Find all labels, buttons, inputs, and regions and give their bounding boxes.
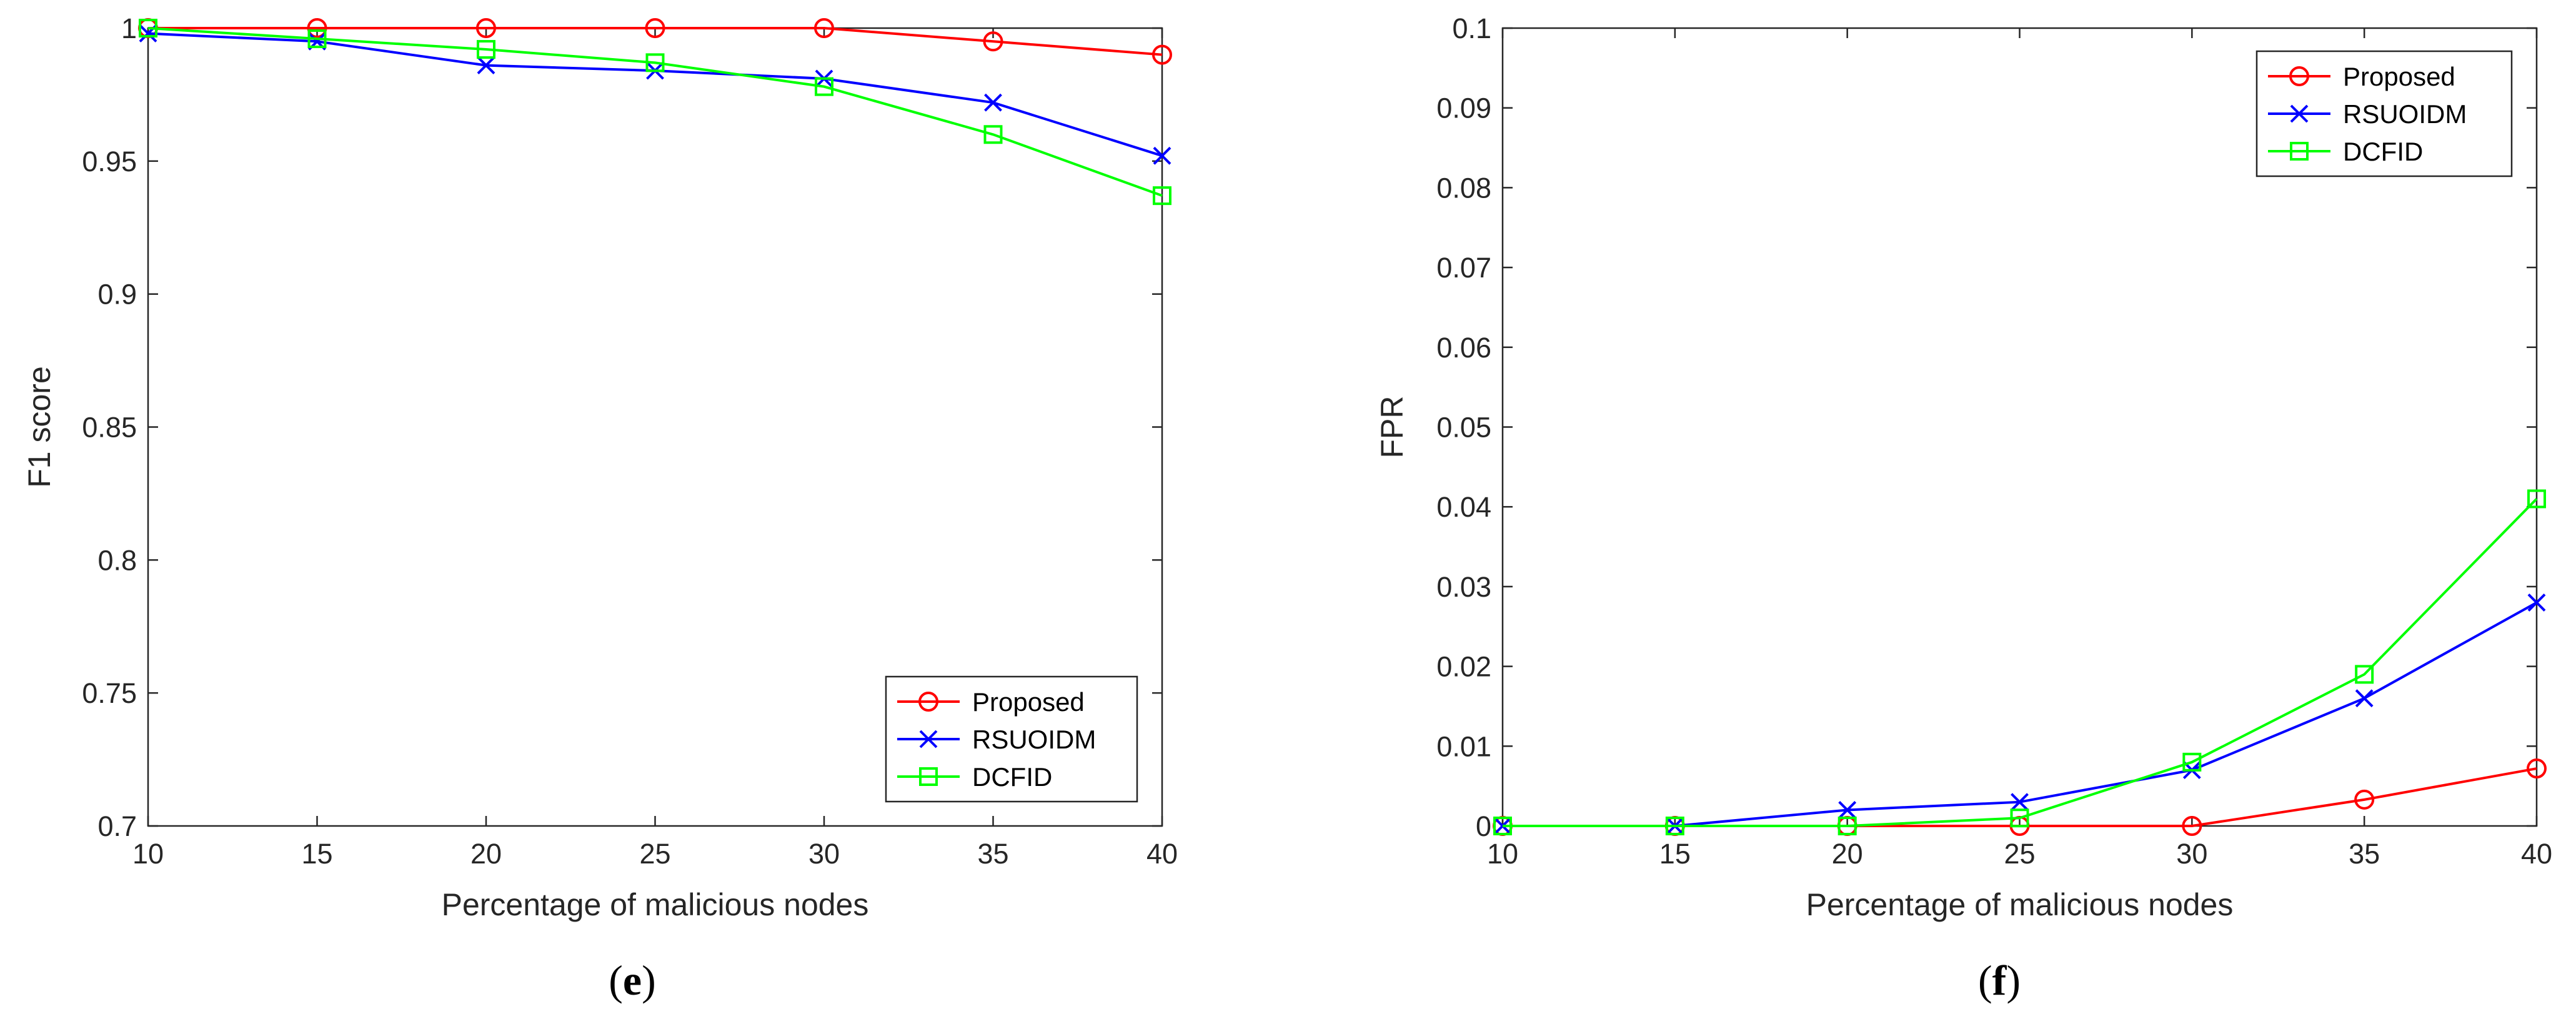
x-tick-label: 10	[1487, 838, 1518, 870]
data-point-dcfid	[1665, 817, 1684, 835]
legend-marker-dcfid	[919, 767, 938, 786]
y-tick-label: 0.08	[1436, 172, 1491, 204]
caption-letter: f	[1992, 957, 2007, 1004]
legend-label-rsuoidm: RSUOIDM	[972, 725, 1096, 754]
data-point-proposed	[476, 18, 496, 38]
x-axis-label: Percentage of malicious nodes	[1806, 887, 2234, 922]
caption-f: (f)	[1978, 957, 2021, 1004]
data-point-proposed	[307, 18, 327, 38]
legend-label-proposed: Proposed	[2343, 62, 2455, 91]
data-point-rsuoidm	[2355, 689, 2374, 708]
data-point-rsuoidm	[2011, 793, 2029, 812]
data-point-rsuoidm	[984, 93, 1002, 112]
caption-open-paren: (	[1978, 957, 1992, 1004]
data-point-dcfid	[307, 29, 327, 49]
data-point-rsuoidm	[1838, 801, 1857, 819]
data-point-proposed	[2527, 758, 2547, 779]
x-tick-label: 40	[2521, 838, 2552, 870]
x-tick-label: 30	[2176, 838, 2207, 870]
y-tick-label: 0.02	[1436, 651, 1491, 683]
data-point-dcfid	[139, 19, 157, 37]
caption-e: (e)	[609, 957, 656, 1004]
x-tick-label: 20	[1832, 838, 1863, 870]
legend-marker-rsuoidm	[2290, 104, 2309, 123]
chart-f: 10 15 20 25 30 35 40 0 0.01 0.02 0.03 0.04 0.05 0.06 0…	[1375, 12, 2552, 1004]
legend-marker-rsuoidm	[919, 730, 938, 748]
legend-marker-proposed	[2289, 66, 2309, 86]
y-axis-label: FPR	[1375, 396, 1410, 459]
y-tick-label: 0.85	[82, 412, 137, 444]
y-tick-label: 0.05	[1436, 412, 1491, 444]
caption-letter: e	[623, 957, 642, 1004]
x-tick-label: 35	[2349, 838, 2380, 870]
x-tick-label: 15	[301, 838, 332, 870]
data-point-dcfid	[2182, 752, 2202, 772]
caption-close-paren: )	[2006, 957, 2021, 1004]
x-tick-label: 25	[2004, 838, 2035, 870]
data-point-rsuoidm	[1153, 146, 1171, 165]
data-point-proposed	[645, 18, 665, 38]
data-point-dcfid	[1153, 186, 1171, 206]
data-point-dcfid	[477, 40, 495, 59]
y-tick-label: 0.04	[1436, 491, 1491, 523]
y-tick-label: 0.07	[1436, 252, 1491, 284]
caption-close-paren: )	[642, 957, 656, 1004]
series-line-dcfid	[147, 27, 1163, 197]
legend-label-proposed: Proposed	[972, 687, 1085, 717]
legend: Proposed RSUOIDM DCFID	[2255, 50, 2513, 177]
data-point-proposed	[2354, 789, 2375, 810]
data-point-dcfid	[645, 53, 665, 72]
x-tick-label: 35	[977, 838, 1008, 870]
data-point-proposed	[2182, 816, 2202, 836]
y-tick-label: 0.03	[1436, 571, 1491, 603]
x-tick-label: 15	[1659, 838, 1691, 870]
data-point-dcfid	[2355, 665, 2374, 684]
y-tick-label: 1	[121, 12, 137, 44]
data-point-dcfid	[1493, 817, 1512, 835]
x-axis-label: Percentage of malicious nodes	[442, 887, 869, 922]
legend-marker-proposed	[918, 692, 938, 712]
legend-label-dcfid: DCFID	[972, 762, 1052, 792]
data-point-proposed	[814, 18, 834, 38]
data-point-rsuoidm	[477, 56, 495, 75]
x-tick-label: 30	[808, 838, 840, 870]
legend-label-rsuoidm: RSUOIDM	[2343, 99, 2467, 129]
legend-label-dcfid: DCFID	[2343, 137, 2423, 166]
chart-e: 10 15 20 25 30 35 40 0.7 0.75 0.8 0.85 0.9 0.95 1 Perc…	[22, 12, 1178, 1004]
x-tick-label: 10	[132, 838, 164, 870]
data-point-proposed	[1152, 44, 1172, 65]
legend: Proposed RSUOIDM DCFID	[885, 675, 1138, 803]
y-tick-label: 0.01	[1436, 730, 1491, 762]
data-point-proposed	[983, 31, 1003, 52]
series-line-proposed	[148, 27, 1163, 56]
x-tick-label: 25	[639, 838, 670, 870]
y-axis-label: F1 score	[22, 366, 57, 488]
data-point-dcfid	[2527, 489, 2546, 509]
data-point-dcfid	[815, 77, 833, 96]
y-tick-label: 0.8	[97, 544, 137, 576]
data-point-rsuoidm	[2527, 594, 2546, 612]
y-tick-label: 0.09	[1436, 92, 1491, 124]
y-tick-label: 0.06	[1436, 332, 1491, 364]
y-tick-label: 0.9	[97, 279, 137, 311]
caption-open-paren: (	[609, 957, 623, 1004]
series-line-dcfid	[1503, 498, 2538, 827]
y-tick-label: 0.75	[82, 677, 137, 709]
y-tick-label: 0.7	[97, 810, 137, 842]
x-tick-label: 20	[470, 838, 502, 870]
y-tick-label: 0.95	[82, 146, 137, 177]
x-tick-label: 40	[1146, 838, 1178, 870]
data-point-dcfid	[1838, 817, 1857, 835]
y-tick-label: 0	[1476, 810, 1491, 842]
data-point-dcfid	[2010, 808, 2029, 828]
y-tick-label: 0.1	[1452, 12, 1491, 44]
legend-marker-dcfid	[2290, 142, 2309, 161]
data-point-dcfid	[983, 125, 1003, 144]
